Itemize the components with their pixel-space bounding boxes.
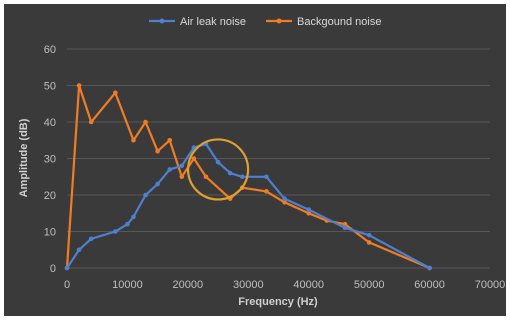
series-line (65, 84, 431, 270)
y-tick-label: 60 (44, 44, 56, 56)
data-point (215, 159, 221, 165)
data-point (88, 119, 94, 125)
data-point (282, 200, 287, 205)
y-tick-label: 50 (44, 81, 56, 93)
data-point (143, 119, 148, 125)
data-point (264, 174, 269, 180)
data-point (64, 265, 70, 271)
data-point (239, 174, 245, 180)
series-0 (64, 141, 432, 271)
x-tick-label: 0 (64, 279, 70, 291)
data-point (88, 236, 94, 242)
x-axis-label: Frequency (Hz) (238, 296, 318, 308)
data-point (113, 229, 118, 234)
legend: Air leak noise Backgound noise (149, 16, 381, 28)
data-point (76, 83, 82, 88)
x-tick-label: 50000 (354, 279, 385, 291)
data-point (366, 232, 372, 238)
data-point (227, 170, 233, 176)
data-point (342, 225, 348, 231)
y-tick-label: 40 (44, 117, 56, 129)
series-group (64, 83, 432, 271)
highlight-circle (186, 138, 250, 201)
data-point (179, 163, 185, 169)
data-point (179, 174, 185, 180)
data-point (427, 265, 432, 271)
x-tick-label: 20000 (173, 279, 204, 291)
y-tick-label: 0 (50, 263, 56, 275)
x-tick-label: 40000 (293, 279, 324, 291)
legend-item: Backgound noise (266, 16, 381, 28)
data-point (342, 221, 348, 227)
x-tick-label: 70000 (475, 279, 506, 291)
legend-swatch-marker (276, 18, 282, 24)
x-tick-label: 30000 (233, 279, 264, 291)
y-tick-labels: 0 10 20 30 40 50 60 (44, 44, 56, 275)
y-tick-label: 20 (44, 190, 56, 202)
data-point (76, 247, 82, 253)
y-tick-label: 30 (44, 154, 56, 166)
data-point (203, 174, 209, 180)
data-point (155, 181, 160, 187)
legend-label: Air leak noise (180, 16, 246, 28)
data-point (113, 90, 118, 96)
data-point (167, 137, 173, 143)
data-point (306, 207, 312, 212)
data-point (131, 137, 136, 143)
data-point (143, 192, 148, 198)
legend-item: Air leak noise (149, 16, 246, 28)
data-point (282, 196, 287, 201)
legend-swatch-marker (159, 18, 165, 24)
y-tick-label: 10 (44, 227, 56, 239)
data-point (155, 148, 160, 154)
grid-lines (67, 48, 490, 269)
data-point (366, 240, 372, 245)
data-point (131, 214, 136, 220)
x-tick-label: 10000 (112, 279, 143, 291)
data-point (167, 167, 173, 172)
data-point (264, 189, 269, 194)
data-point (306, 210, 312, 216)
x-tick-label: 60000 (414, 279, 445, 291)
y-axis-label: Amplitude (dB) (18, 118, 30, 197)
annotations (186, 138, 250, 201)
x-tick-labels: 0 10000 20000 30000 40000 50000 60000 70000 (64, 279, 505, 291)
legend-label: Backgound noise (297, 16, 381, 28)
data-point (125, 221, 130, 227)
data-point (191, 156, 197, 161)
